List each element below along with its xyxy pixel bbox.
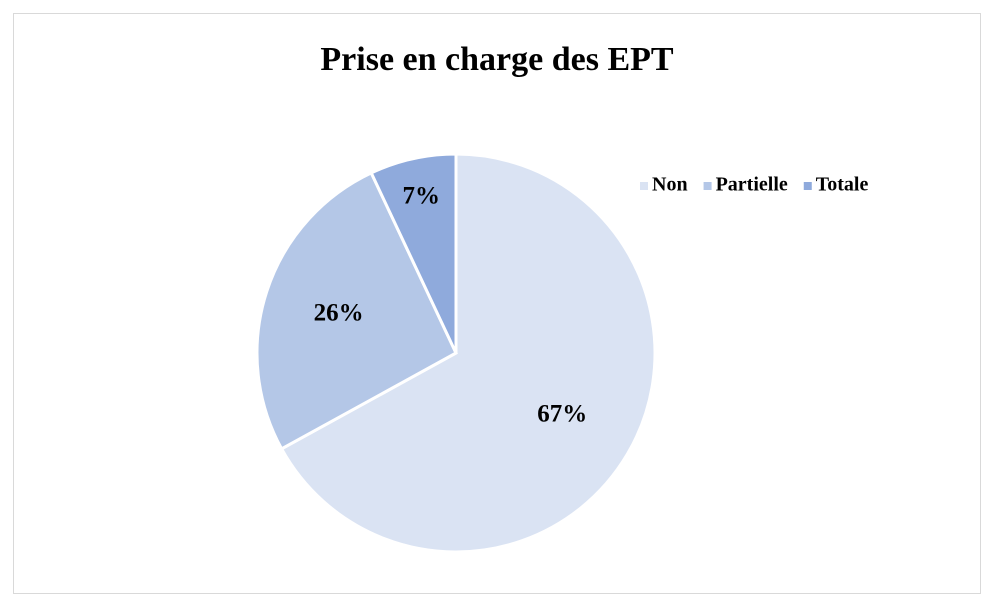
pie-slice — [255, 170, 458, 451]
legend-marker — [640, 182, 648, 190]
pie-slice — [369, 152, 458, 354]
pie-slice — [279, 152, 657, 554]
legend-label: Non — [652, 174, 688, 196]
legend-label: Partielle — [716, 174, 788, 196]
legend-marker — [703, 182, 712, 190]
chart-title: Prise en charge des EPT — [320, 41, 673, 78]
data-label: 7% — [403, 182, 441, 209]
legend-label: Totale — [816, 174, 869, 196]
legend-marker — [803, 182, 812, 190]
data-label: 67% — [537, 401, 587, 428]
data-label: 26% — [314, 300, 364, 327]
